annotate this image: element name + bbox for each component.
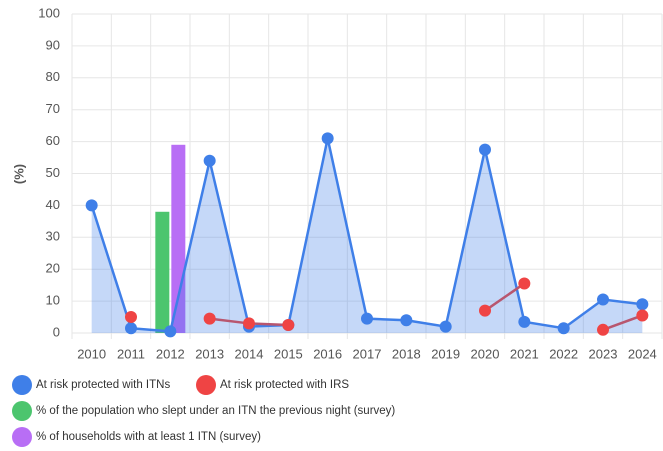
point: [439, 320, 452, 333]
legend-swatch: [196, 375, 216, 395]
legend-label: % of the population who slept under an I…: [36, 405, 395, 417]
point: [400, 314, 413, 327]
point: [518, 277, 531, 290]
y-tick-label: 20: [46, 261, 60, 276]
legend-label: At risk protected with IRS: [220, 379, 349, 391]
x-tick-label: 2024: [628, 346, 657, 361]
y-tick-label: 10: [46, 293, 60, 308]
x-tick-label: 2022: [549, 346, 578, 361]
point: [636, 309, 649, 322]
area: [91, 138, 643, 333]
point: [597, 323, 609, 336]
y-tick-label: 0: [53, 324, 60, 339]
x-tick-label: 2011: [117, 346, 145, 361]
x-tick-label: 2010: [77, 346, 106, 361]
x-tick-label: 2014: [235, 346, 264, 361]
point: [361, 312, 373, 325]
legend-label: % of households with at least 1 ITN (sur…: [36, 431, 261, 443]
y-tick-label: 30: [46, 229, 60, 244]
y-tick-label: 80: [46, 69, 60, 84]
point: [125, 322, 137, 335]
point: [282, 319, 295, 332]
point: [557, 322, 570, 335]
legend: At risk protected with ITNs At risk prote…: [12, 375, 395, 447]
x-tick-label: 2021: [510, 346, 539, 361]
x-tick-label: 2019: [431, 346, 460, 361]
point: [243, 317, 255, 330]
x-tick-label: 2015: [274, 346, 303, 361]
legend-swatch: [12, 427, 32, 447]
legend-swatch: [12, 375, 32, 395]
point: [518, 315, 531, 328]
y-tick-label: 50: [46, 165, 60, 180]
point: [164, 325, 177, 338]
x-tick-label: 2013: [195, 346, 224, 361]
x-tick-label: 2017: [353, 346, 382, 361]
point: [125, 311, 137, 324]
y-tick-label: 60: [46, 133, 60, 148]
point: [597, 293, 609, 306]
point: [203, 312, 216, 325]
point: [321, 132, 334, 145]
y-tick-label: 70: [46, 101, 60, 116]
x-tick-label: 2012: [156, 346, 185, 361]
point: [479, 143, 491, 156]
y-tick-label: 90: [46, 37, 60, 52]
legend-label: At risk protected with ITNs: [36, 379, 170, 391]
y-tick-label: 100: [38, 5, 60, 20]
x-tick-label: 2018: [392, 346, 421, 361]
y-tick-label: 40: [46, 197, 60, 212]
x-tick-label: 2016: [313, 346, 342, 361]
y-axis-label: (%): [11, 164, 26, 184]
bar: [155, 211, 170, 333]
point: [479, 304, 491, 317]
legend-swatch: [12, 401, 32, 421]
point: [203, 154, 216, 167]
x-tick-label: 2020: [471, 346, 500, 361]
point: [85, 199, 98, 212]
point: [636, 298, 649, 311]
x-tick-label: 2023: [589, 346, 618, 361]
